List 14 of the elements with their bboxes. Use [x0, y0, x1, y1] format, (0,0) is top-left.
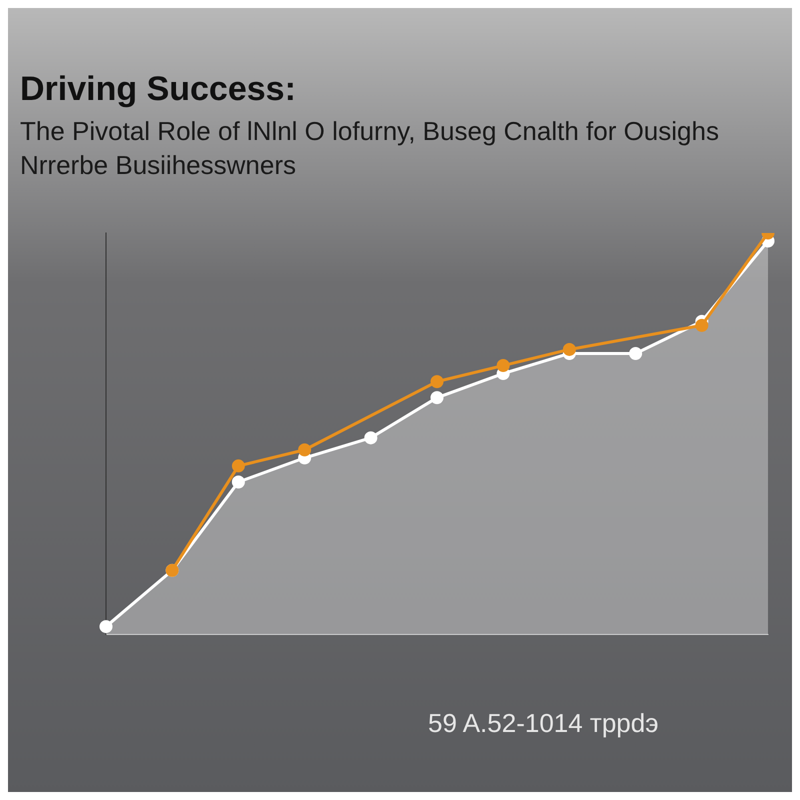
point [430, 374, 444, 388]
chart-title: Driving Success: [20, 70, 297, 109]
text: 59 A.52-1014 тpрdэ [428, 708, 658, 739]
point [562, 342, 576, 356]
point [364, 430, 378, 444]
point [496, 358, 510, 372]
point [298, 442, 312, 456]
point [100, 620, 112, 633]
point [232, 459, 245, 472]
point [232, 475, 245, 488]
point [629, 346, 642, 360]
point [695, 318, 708, 332]
chart-subtitle: The Pivotal Role of lNlnl O lofurny, Buseg Cnalth for Ousighs Nrrerbe Busiihesswners [20, 115, 720, 182]
point [430, 390, 444, 404]
